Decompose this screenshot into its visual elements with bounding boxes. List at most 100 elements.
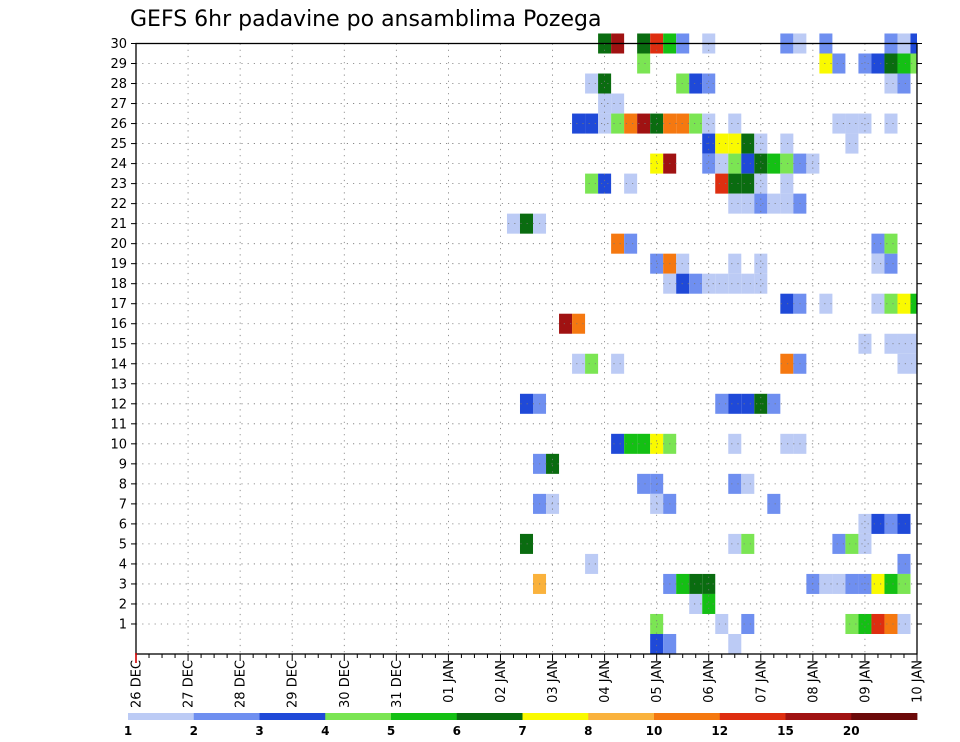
heatmap-cell [728,173,742,194]
heatmap-cell [715,393,729,414]
y-tick-label: 6 [119,517,127,532]
heatmap-cell [572,353,586,374]
colorbar-label: 20 [843,724,860,738]
heatmap-cell [702,273,716,294]
heatmap-cell [715,173,729,194]
heatmap-cell [728,133,742,154]
heatmap-cell [585,73,599,94]
heatmap-cell [728,253,742,274]
x-tick-label: 28 DEC [234,660,249,708]
colorbar-label: 10 [646,724,663,738]
heatmap-cell [728,393,742,414]
heatmap-cell [884,333,898,354]
x-axis: 26 DEC 27 DEC 28 DEC 29 DEC 30 DEC 31 DEC 01 J… [130,653,926,708]
colorbar-label: 8 [584,724,592,738]
x-tick-label: 09 JAN [858,660,873,703]
y-tick-label: 7 [119,497,127,512]
heatmap-cell [624,433,638,454]
heatmap-cell [858,53,872,74]
y-tick-label: 16 [110,317,127,332]
heatmap-cell [897,353,911,374]
y-tick-label: 25 [110,137,127,152]
heatmap-cell [871,253,885,274]
heatmap-cell [897,573,911,594]
heatmap-cell [780,153,794,174]
heatmap-cell [715,133,729,154]
heatmap-cell [754,253,768,274]
heatmap-cell [598,113,612,134]
heatmap-cell [702,593,716,614]
heatmap-cell [910,333,917,354]
heatmap-cell [741,613,755,634]
heatmap-cell [884,573,898,594]
colorbar-label: 6 [453,724,461,738]
y-tick-label: 14 [110,357,127,372]
heatmap-cell [780,353,794,374]
heatmap-cell [728,273,742,294]
heatmap-cell [754,153,768,174]
heatmap-cell [884,253,898,274]
colorbar-segment [522,713,589,720]
heatmap-cell [845,133,859,154]
y-tick-label: 18 [110,277,127,292]
heatmap-cell [897,553,911,574]
y-tick-label: 5 [119,537,127,552]
heatmap-cell [884,113,898,134]
heatmap-cell [728,113,742,134]
x-tick-label: 31 DEC [390,660,405,708]
heatmap-cell [650,433,664,454]
heatmap-cell [519,533,534,554]
heatmap-cell [728,433,742,454]
heatmap-cell [689,593,703,614]
heatmap-cell [689,73,703,94]
heatmap-cell [910,293,917,314]
heatmap-cell [650,253,664,274]
heatmap-cell [715,153,729,174]
heatmap-cell [897,613,911,634]
colorbar-label: 4 [321,724,329,738]
colorbar-segment [654,713,721,720]
heatmap-cell [754,173,768,194]
heatmap-cell [519,213,534,234]
heatmap-cell [819,293,833,314]
colorbar: 1 2 3 4 5 6 7 8 10 12 15 20 [124,713,918,738]
heatmap-cell [780,133,794,154]
heatmap-cell [728,633,742,654]
heatmap-cell [650,113,664,134]
colorbar-segment [128,713,195,720]
x-tick-label: 27 DEC [182,660,197,708]
x-tick-label: 01 JAN [442,660,457,703]
heatmap-cell [858,513,872,534]
y-tick-label: 28 [110,77,127,92]
y-tick-label: 17 [110,297,127,312]
heatmap-cell [650,153,664,174]
heatmap-cell [519,393,534,414]
heatmap-cell [845,533,859,554]
colorbar-label: 7 [518,724,526,738]
y-tick-label: 3 [119,577,127,592]
heatmap-cell [689,573,703,594]
heatmap-cell [741,273,755,294]
heatmap-cell [754,273,768,294]
heatmap-cell [689,273,703,294]
heatmap-cell [702,153,716,174]
heatmap-cell [741,173,755,194]
x-tick-label: 02 JAN [494,660,509,703]
heatmap-cell [585,173,599,194]
colorbar-segment [259,713,326,720]
heatmap-cell [702,113,716,134]
heatmap-cell [767,153,781,174]
heatmap-cell [715,613,729,634]
colorbar-label: 15 [777,724,794,738]
heatmap-cell [637,433,651,454]
heatmap-cell [780,173,794,194]
heatmap-cell [741,153,755,174]
y-tick-label: 21 [110,217,127,232]
heatmap-cell [689,113,703,134]
x-tick-label: 05 JAN [650,660,665,703]
x-tick-label: 10 JAN [911,660,926,703]
heatmap-cell [728,193,742,214]
heatmap-cell [741,393,755,414]
heatmap-cell [650,613,664,634]
